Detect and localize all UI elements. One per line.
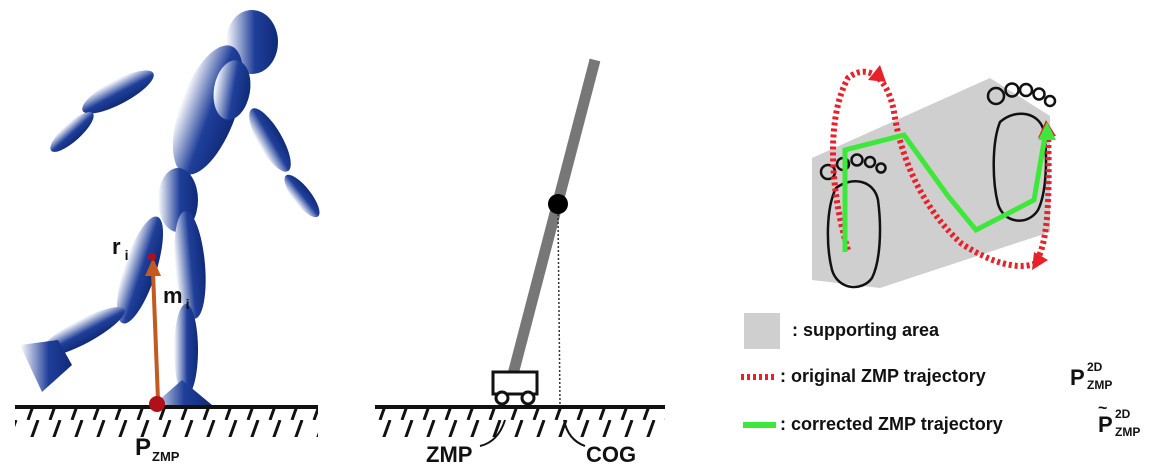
zmp-point [149, 396, 165, 412]
cog-pointer [563, 419, 586, 447]
legend-original-label: : original ZMP trajectory [780, 366, 986, 386]
cart-wheel-left [494, 390, 510, 406]
walker-ground-hatch [15, 409, 318, 437]
right-toe-2 [1004, 82, 1020, 98]
figure-shin-back [39, 307, 125, 357]
figure-upper-arm-back [82, 70, 154, 114]
left-toe-3 [850, 153, 864, 167]
right-toe-3 [1018, 82, 1034, 98]
left-foot-sole [826, 180, 882, 289]
pendulum-rod [506, 58, 601, 380]
figure-thigh-back [116, 216, 164, 324]
corrected-zmp-trajectory [842, 129, 1049, 252]
p-zmp-label: PZMP [135, 434, 180, 464]
zmp-pointer [479, 419, 506, 447]
mass-vector [151, 271, 160, 401]
zmp-label: ZMP [426, 442, 472, 467]
supporting-area [812, 78, 1050, 288]
figure-forearm-front [284, 174, 320, 218]
cog-label: COG [586, 442, 636, 467]
legend-supporting-area-swatch [744, 313, 780, 349]
figure-chest [213, 60, 251, 120]
figure-upper-arm-front [249, 108, 291, 172]
footprint-icon [986, 82, 1057, 222]
figure-foot-front [150, 380, 212, 408]
legend-corrected-symbol: P~ 2D ZMP [1098, 400, 1140, 439]
cart-wheel-right [520, 390, 536, 406]
cog-mass [548, 194, 568, 214]
mass-point [148, 253, 156, 261]
pendulum-ground-hatch [375, 409, 665, 437]
corrected-arrowhead [1038, 122, 1056, 140]
trajectory-panel: : supporting area : original ZMP traject… [741, 65, 1140, 439]
cart-icon [491, 370, 539, 406]
legend-original-symbol: P 2D ZMP [1070, 360, 1112, 392]
left-toe-4 [863, 155, 877, 169]
figure-foot-back [20, 340, 72, 392]
original-arrowhead-bottom [1032, 252, 1048, 270]
pendulum-panel: ZMP COG [375, 58, 665, 467]
original-zmp-trajectory [830, 68, 1052, 269]
right-foot-sole [992, 112, 1048, 222]
right-toe-5 [1043, 94, 1057, 108]
cog-projection-line [557, 213, 561, 406]
cart-body [491, 370, 539, 396]
figure-forearm-back [50, 112, 94, 152]
mass-vector-arrowhead [145, 258, 161, 276]
right-toe-4 [1032, 87, 1046, 101]
legend-corrected-label: : corrected ZMP trajectory [780, 414, 1003, 434]
legend-supporting-area-label: : supporting area [792, 320, 940, 340]
right-toe-1 [986, 86, 1006, 106]
walking-figure-icon [20, 10, 320, 408]
figure-thigh-front [174, 211, 206, 319]
original-arrowhead-top [868, 65, 886, 82]
figure-shin-front [174, 304, 198, 396]
left-toe-5 [875, 162, 887, 174]
legend: : supporting area : original ZMP traject… [741, 313, 1140, 439]
